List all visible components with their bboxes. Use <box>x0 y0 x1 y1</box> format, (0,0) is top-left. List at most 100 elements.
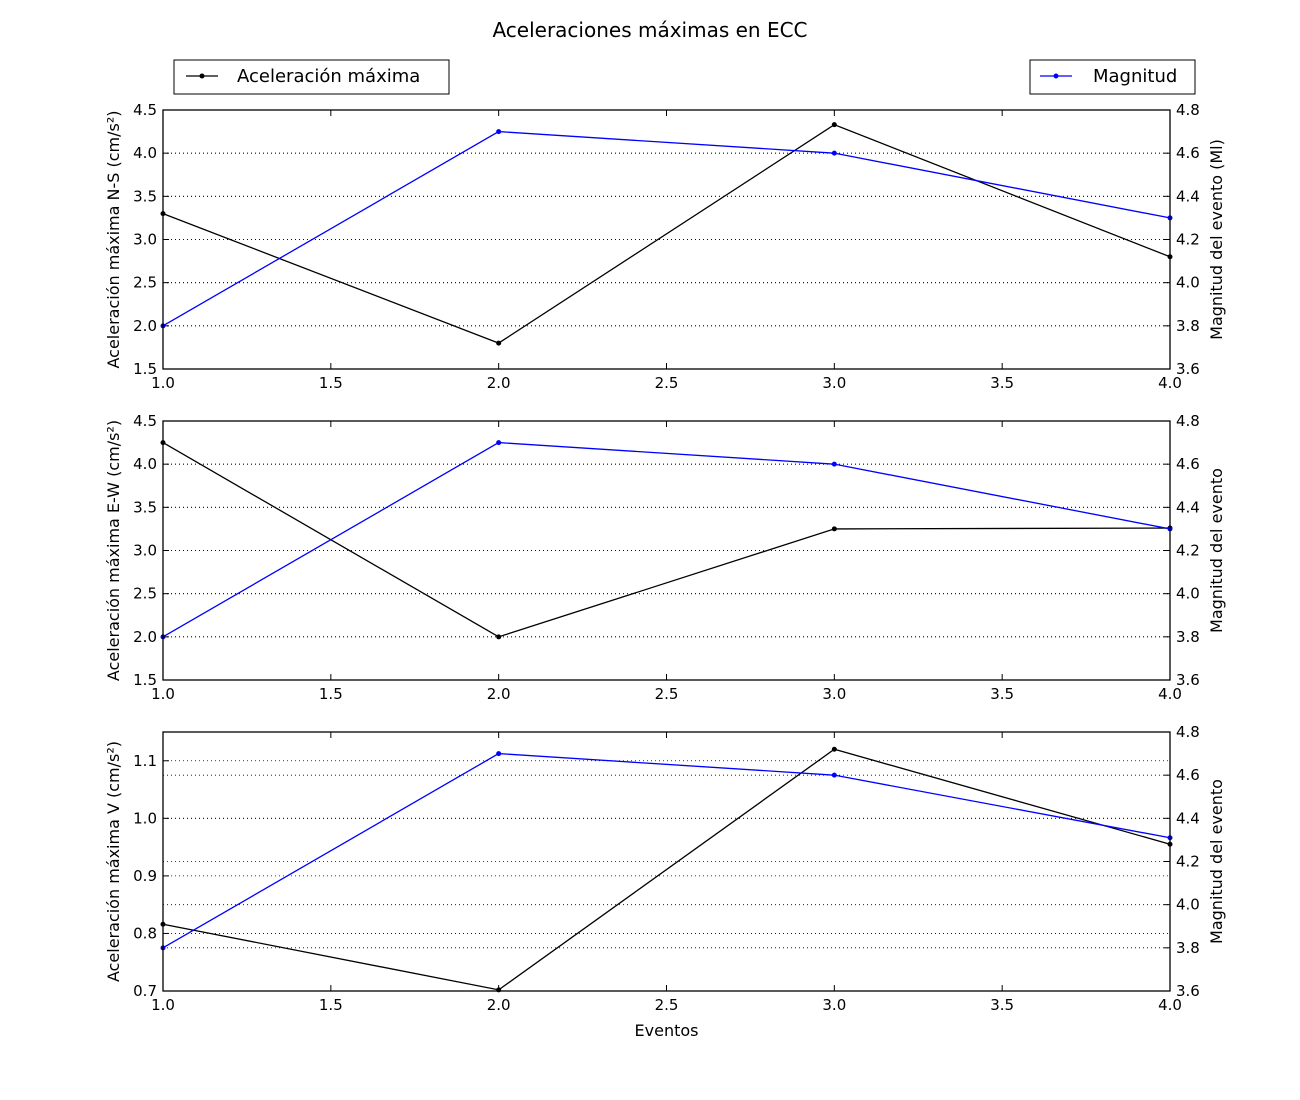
series-line-magnitud <box>162 752 1171 949</box>
x-tick-label: 2.0 <box>487 685 511 703</box>
y-tick-label-left: 4.0 <box>133 144 157 162</box>
data-point <box>496 634 502 640</box>
y-tick-label-right: 4.2 <box>1176 542 1200 560</box>
plot-frame <box>162 731 1171 992</box>
y-tick-label-left: 2.0 <box>133 317 157 335</box>
y-tick-label-left: 3.5 <box>133 498 157 516</box>
legend-right: Magnitud <box>1029 59 1196 95</box>
series-line-aceleracion <box>162 748 1171 991</box>
y-tick-label-right: 3.8 <box>1176 317 1200 335</box>
y-tick-label-left: 1.5 <box>133 671 157 689</box>
x-tick-label: 3.5 <box>990 685 1014 703</box>
data-point <box>496 440 502 446</box>
legend-left: Aceleración máxima <box>173 59 450 95</box>
y-tick-label-left: 3.0 <box>133 542 157 560</box>
legend-right-label: Magnitud <box>1093 66 1177 87</box>
y-axis-label-right: Magnitud del evento (Ml) <box>1207 139 1226 340</box>
data-point <box>831 746 837 752</box>
data-point <box>831 461 837 467</box>
y-tick-label-left: 0.8 <box>133 924 157 942</box>
chart-panel-1: 1.0 1.5 2.0 2.5 3.0 3.5 4.01.52.02.53.03.54.04… <box>104 101 1226 392</box>
x-tick-label: 3.0 <box>822 374 846 392</box>
y-tick-label-left: 2.5 <box>133 274 157 292</box>
y-tick-label-right: 4.8 <box>1176 412 1200 430</box>
x-axis-label: Eventos <box>635 1021 699 1040</box>
x-tick-label: 3.5 <box>990 996 1014 1014</box>
y-tick-label-left: 2.5 <box>133 585 157 603</box>
y-tick-label-left: 4.0 <box>133 455 157 473</box>
legend-left-box <box>173 59 450 95</box>
y-axis-label-right: Magnitud del evento <box>1207 468 1226 633</box>
data-point <box>831 526 837 532</box>
data-point <box>831 772 837 778</box>
y-tick-label-right: 4.8 <box>1176 723 1200 741</box>
y-tick-label-right: 4.4 <box>1176 187 1200 205</box>
series-line-aceleracion <box>162 123 1171 344</box>
y-tick-label-left: 4.5 <box>133 101 157 119</box>
x-tick-label: 1.0 <box>151 685 175 703</box>
x-tick-label: 2.5 <box>655 374 679 392</box>
x-tick-label: 1.0 <box>151 996 175 1014</box>
y-axis-label-left: Aceleración máxima E-W (cm/s²) <box>104 420 123 681</box>
x-tick-label: 1.5 <box>319 374 343 392</box>
y-tick-label-left: 0.9 <box>133 867 157 885</box>
y-tick-label-right: 4.0 <box>1176 274 1200 292</box>
x-tick-label: 3.0 <box>822 996 846 1014</box>
y-axis-label-right: Magnitud del evento <box>1207 779 1226 944</box>
legend-left-label: Aceleración máxima <box>237 66 420 87</box>
y-tick-label-right: 4.6 <box>1176 766 1200 784</box>
y-tick-label-right: 4.6 <box>1176 455 1200 473</box>
chart-panel-2: 1.0 1.5 2.0 2.5 3.0 3.5 4.01.52.02.53.03.54.04… <box>104 412 1226 703</box>
series-line-aceleracion <box>162 442 1171 638</box>
y-tick-label-left: 4.5 <box>133 412 157 430</box>
y-tick-label-right: 4.4 <box>1176 809 1200 827</box>
plot-frame <box>162 420 1171 681</box>
series-line-magnitud <box>162 130 1171 327</box>
y-tick-label-left: 1.0 <box>133 809 157 827</box>
chart-title: Aceleraciones máximas en ECC <box>492 18 807 42</box>
legend-left-marker <box>199 73 205 79</box>
x-tick-label: 2.5 <box>655 685 679 703</box>
data-point <box>496 751 502 757</box>
x-tick-label: 2.0 <box>487 996 511 1014</box>
y-tick-label-left: 0.7 <box>133 982 157 1000</box>
plot-frame <box>162 109 1171 370</box>
series-line-magnitud <box>162 441 1171 638</box>
y-tick-label-right: 3.8 <box>1176 939 1200 957</box>
y-tick-label-right: 4.2 <box>1176 853 1200 871</box>
y-tick-label-left: 1.5 <box>133 360 157 378</box>
y-tick-label-right: 4.2 <box>1176 231 1200 249</box>
y-tick-label-right: 4.4 <box>1176 498 1200 516</box>
y-tick-label-right: 3.6 <box>1176 360 1200 378</box>
y-tick-label-left: 1.1 <box>133 752 157 770</box>
y-tick-label-right: 3.6 <box>1176 982 1200 1000</box>
y-tick-label-right: 4.0 <box>1176 585 1200 603</box>
data-point <box>496 129 502 135</box>
y-tick-label-right: 3.6 <box>1176 671 1200 689</box>
chart-panels: 1.0 1.5 2.0 2.5 3.0 3.5 4.01.52.02.53.03.54.04… <box>104 101 1226 1040</box>
y-tick-label-right: 4.0 <box>1176 896 1200 914</box>
x-tick-label: 3.5 <box>990 374 1014 392</box>
y-tick-label-right: 3.8 <box>1176 628 1200 646</box>
y-axis-label-left: Aceleración máxima N-S (cm/s²) <box>104 110 123 368</box>
x-tick-label: 4.0 <box>1158 374 1182 392</box>
y-axis-label-left: Aceleración máxima V (cm/s²) <box>104 741 123 982</box>
y-tick-label-left: 3.5 <box>133 187 157 205</box>
x-tick-label: 2.0 <box>487 374 511 392</box>
y-tick-label-left: 3.0 <box>133 231 157 249</box>
x-tick-label: 1.5 <box>319 996 343 1014</box>
x-tick-label: 4.0 <box>1158 685 1182 703</box>
x-tick-label: 4.0 <box>1158 996 1182 1014</box>
data-point <box>831 122 837 128</box>
y-tick-label-right: 4.8 <box>1176 101 1200 119</box>
chart-panel-3: 1.0 1.5 2.0 2.5 3.0 3.5 4.0 0.7 0.8 0.9 1.0 1.1 3.6 3… <box>104 723 1226 1040</box>
y-tick-label-right: 4.6 <box>1176 144 1200 162</box>
data-point <box>831 150 837 156</box>
legend-right-marker <box>1053 73 1059 79</box>
y-tick-label-left: 2.0 <box>133 628 157 646</box>
x-tick-label: 1.0 <box>151 374 175 392</box>
x-tick-label: 3.0 <box>822 685 846 703</box>
x-tick-label: 2.5 <box>655 996 679 1014</box>
data-point <box>496 340 502 346</box>
